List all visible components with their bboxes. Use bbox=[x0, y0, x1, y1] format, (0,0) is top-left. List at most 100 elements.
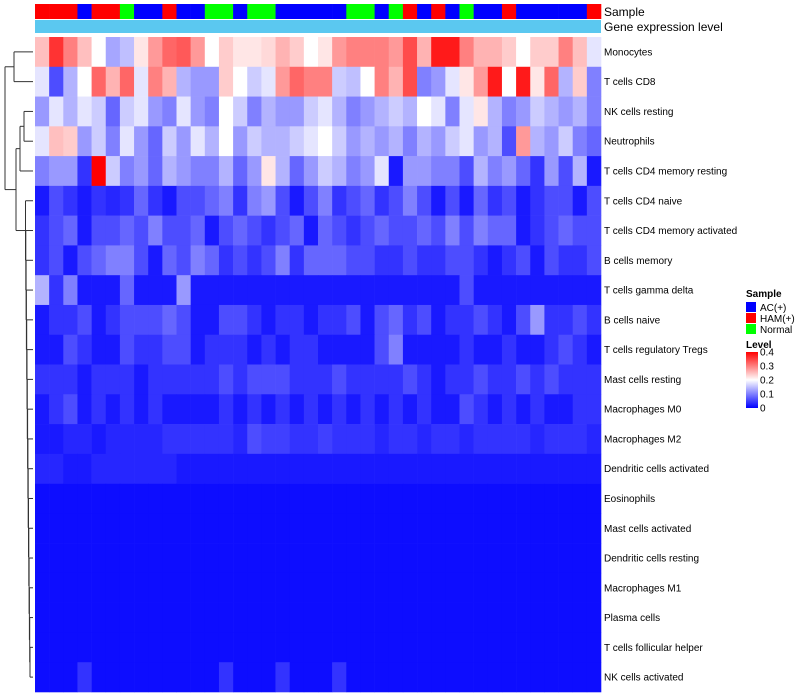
heatmap-cell bbox=[558, 632, 573, 663]
heatmap-cell bbox=[501, 572, 517, 603]
heatmap-cell bbox=[572, 156, 588, 187]
sample-annotation-cell bbox=[289, 4, 305, 19]
heatmap-cell bbox=[459, 215, 474, 246]
heatmap-cell bbox=[318, 215, 333, 246]
heatmap-cell bbox=[431, 245, 446, 276]
heatmap-cell bbox=[530, 334, 545, 365]
heatmap-cell bbox=[247, 424, 262, 455]
heatmap-cell bbox=[473, 453, 489, 484]
heatmap-cell bbox=[544, 334, 559, 365]
heatmap-cell bbox=[318, 334, 333, 365]
heatmap-cell bbox=[218, 394, 234, 425]
heatmap-cell bbox=[459, 483, 474, 514]
heatmap-cell bbox=[303, 275, 319, 306]
heatmap-cell bbox=[49, 37, 64, 68]
heatmap-cell bbox=[275, 543, 290, 574]
heatmap-cell bbox=[105, 453, 121, 484]
heatmap-cell bbox=[190, 96, 206, 127]
heatmap-cell bbox=[374, 602, 390, 633]
heatmap-cell bbox=[417, 394, 432, 425]
heatmap-cell bbox=[544, 215, 559, 246]
heatmap-cell bbox=[204, 304, 220, 336]
heatmap-cell bbox=[360, 275, 375, 306]
heatmap-cell bbox=[247, 453, 262, 484]
heatmap-cell bbox=[459, 424, 474, 455]
heatmap-cell bbox=[374, 215, 390, 246]
heatmap-cell bbox=[318, 96, 333, 127]
heatmap-cell bbox=[388, 543, 404, 574]
heatmap-cell bbox=[516, 662, 531, 693]
heatmap-cell bbox=[445, 394, 460, 425]
heatmap-cell bbox=[388, 424, 404, 455]
heatmap-cell bbox=[49, 424, 64, 455]
heatmap-cell bbox=[388, 245, 404, 276]
heatmap-cell bbox=[374, 185, 390, 216]
heatmap-cell bbox=[91, 632, 107, 663]
heatmap-cell bbox=[388, 572, 404, 603]
heatmap-cell bbox=[105, 424, 121, 455]
heatmap-cell bbox=[190, 215, 206, 246]
heatmap-cell bbox=[445, 602, 460, 633]
heatmap-cell bbox=[445, 632, 460, 663]
heatmap-cell bbox=[77, 543, 92, 574]
heatmap-cell bbox=[572, 662, 588, 693]
heatmap-cell bbox=[388, 156, 404, 187]
row-label: B cells memory bbox=[604, 256, 672, 267]
legend-swatch bbox=[746, 313, 756, 323]
heatmap-cell bbox=[162, 543, 177, 574]
heatmap-cell bbox=[63, 662, 78, 693]
heatmap-cell bbox=[233, 185, 248, 216]
heatmap-cell bbox=[360, 37, 375, 68]
heatmap-cell bbox=[218, 37, 234, 68]
heatmap-cell bbox=[572, 304, 588, 336]
heatmap-cell bbox=[516, 304, 531, 336]
heatmap-cell bbox=[586, 215, 602, 246]
heatmap-cell bbox=[374, 662, 390, 693]
heatmap-cell bbox=[261, 275, 276, 306]
sample-annotation-cell bbox=[119, 4, 135, 19]
heatmap-cell bbox=[261, 662, 276, 693]
heatmap-cell bbox=[572, 483, 588, 514]
heatmap-cell bbox=[148, 156, 163, 187]
heatmap-cell bbox=[134, 334, 149, 365]
annotation-label-sample: Sample bbox=[604, 5, 645, 19]
heatmap-cell bbox=[402, 543, 418, 574]
heatmap-cell bbox=[530, 424, 545, 455]
heatmap-cell bbox=[445, 304, 460, 336]
heatmap-cell bbox=[49, 364, 64, 395]
heatmap-cell bbox=[119, 572, 135, 603]
heatmap-cell bbox=[544, 66, 559, 97]
heatmap-cell bbox=[275, 364, 290, 395]
heatmap-cell bbox=[63, 185, 78, 216]
heatmap-cell bbox=[558, 245, 573, 276]
heatmap-cell bbox=[204, 453, 220, 484]
heatmap-cell bbox=[388, 513, 404, 544]
heatmap-cell bbox=[105, 513, 121, 544]
heatmap-cell bbox=[303, 483, 319, 514]
heatmap-cell bbox=[233, 602, 248, 633]
sample-annotation-cell bbox=[388, 4, 404, 19]
heatmap-cell bbox=[346, 602, 361, 633]
heatmap-cell bbox=[402, 513, 418, 544]
heatmap-cell bbox=[402, 185, 418, 216]
heatmap-cell bbox=[459, 364, 474, 395]
heatmap-cell bbox=[332, 275, 347, 306]
heatmap-cell bbox=[176, 96, 191, 127]
row-label: Monocytes bbox=[604, 47, 652, 58]
legend: Sample AC(+)HAM(+)Normal Level 0.4 0.3 0.2… bbox=[746, 289, 795, 415]
heatmap-cell bbox=[35, 96, 50, 127]
heatmap-cell bbox=[487, 394, 503, 425]
heatmap-cell bbox=[459, 37, 474, 68]
heatmap-cell bbox=[473, 334, 489, 365]
heatmap-cell bbox=[417, 662, 432, 693]
heatmap-cell bbox=[487, 334, 503, 365]
heatmap-cell bbox=[459, 96, 474, 127]
heatmap-cell bbox=[572, 543, 588, 574]
heatmap-cell bbox=[49, 66, 64, 97]
heatmap-cell bbox=[105, 662, 121, 693]
heatmap-cell bbox=[148, 632, 163, 663]
heatmap-cell bbox=[233, 483, 248, 514]
heatmap-cell bbox=[501, 304, 517, 336]
heatmap-cell bbox=[233, 394, 248, 425]
heatmap-cell bbox=[487, 364, 503, 395]
